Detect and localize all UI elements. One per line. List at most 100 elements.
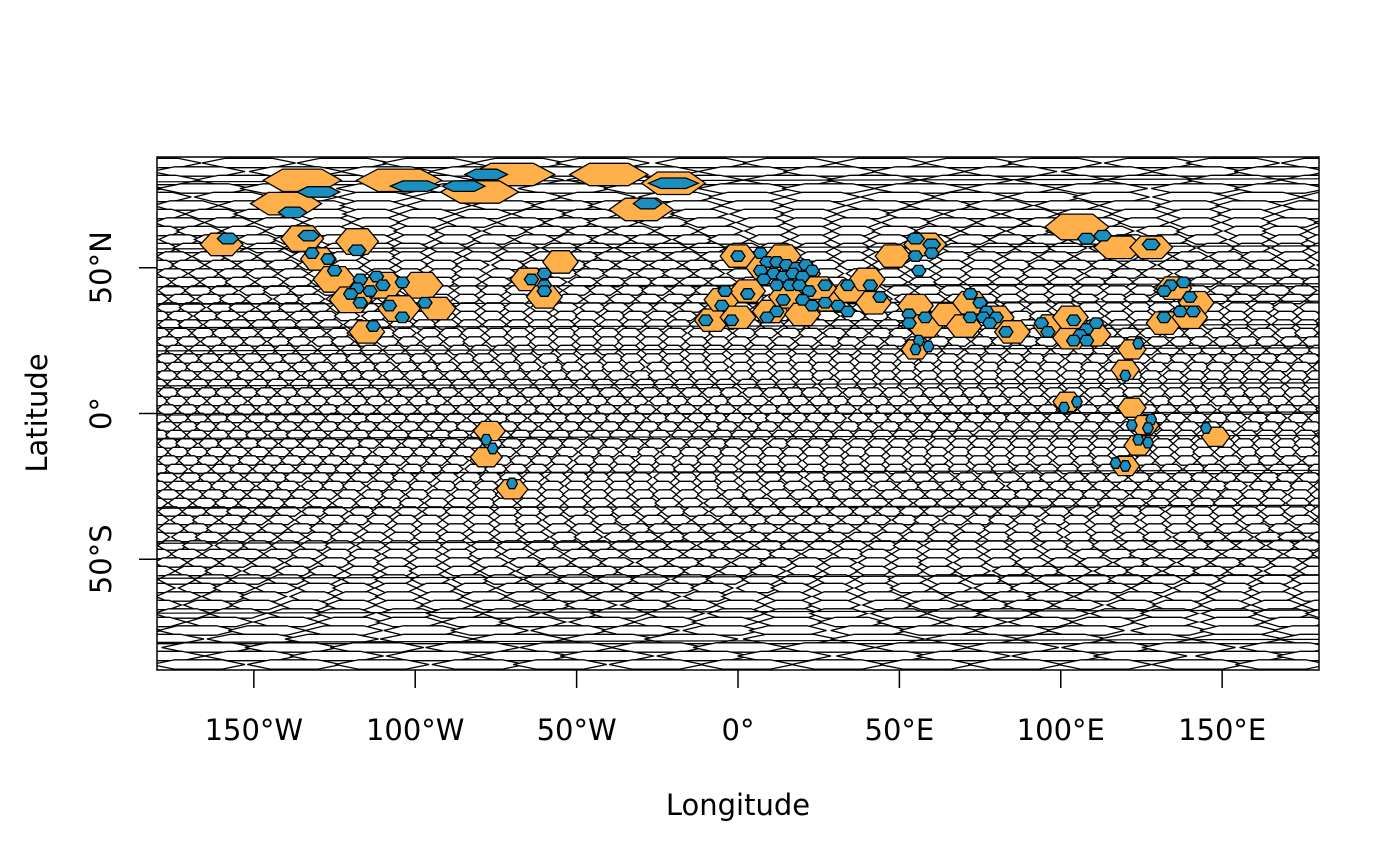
x-tick-label: 50°W: [537, 713, 617, 747]
point-cell: [1040, 325, 1056, 338]
point-cell: [646, 177, 700, 190]
map-cell: [157, 204, 163, 207]
point-cell: [352, 296, 369, 309]
band-line: [157, 382, 1319, 387]
point-cell: [817, 296, 834, 309]
point-cell: [1078, 334, 1095, 347]
point-cell: [1109, 457, 1122, 469]
map-cell: [779, 472, 804, 483]
point-cell: [1119, 369, 1132, 382]
point-cell: [1057, 401, 1071, 414]
latitude-band-lines: [157, 178, 1319, 643]
map-cell: [608, 659, 703, 670]
map-cell: [25, 175, 119, 184]
point-cell: [922, 340, 935, 353]
map-cell: [157, 157, 202, 169]
point-cell: [536, 267, 553, 280]
point-cell: [1185, 305, 1201, 318]
map-cell: [1184, 234, 1229, 245]
point-cell: [440, 180, 487, 193]
y-tick-label: 0°: [84, 397, 118, 430]
map-cell: [157, 475, 159, 480]
map-cell: [1308, 497, 1319, 509]
point-cell: [775, 293, 792, 306]
map-cell: [1323, 456, 1345, 465]
map-cell: [1057, 659, 1152, 670]
point-cell: [962, 311, 979, 324]
map-cell: [1317, 450, 1319, 454]
x-axis: 150°W 100°W 50°W 0° 50°E 100°E 150°E: [205, 670, 1266, 747]
point-cell: [216, 232, 240, 245]
point-cell: [394, 311, 411, 324]
map-cell: [335, 659, 430, 670]
y-axis-label: Latitude: [20, 353, 54, 472]
map-cell: [18, 634, 112, 643]
point-cell: [1065, 334, 1082, 347]
map-cell: [848, 480, 874, 492]
map-cell: [157, 305, 160, 310]
band-line: [157, 539, 1319, 544]
map-cell: [42, 192, 119, 201]
map-cell: [19, 651, 113, 660]
map-cell: [157, 459, 158, 462]
map-cell: [699, 659, 794, 670]
point-cell: [320, 253, 336, 265]
point-cell: [905, 232, 926, 245]
map-cell: [450, 625, 529, 636]
map-cell: [1314, 405, 1319, 414]
point-cell: [739, 288, 756, 300]
band-line: [157, 638, 1319, 643]
map-cell: [1301, 336, 1319, 347]
map-cell: [58, 617, 124, 626]
band-line: [157, 504, 1319, 509]
point-cell: [962, 288, 979, 300]
point-cell: [277, 206, 308, 219]
map-cell: [115, 532, 143, 541]
map-cell: [668, 208, 730, 220]
map-cell: [1318, 358, 1319, 359]
map-cell: [622, 361, 646, 373]
map-cell: [1327, 371, 1348, 380]
point-cell: [730, 250, 746, 262]
map-cell: [1324, 303, 1350, 312]
point-cell: [759, 311, 775, 324]
map-cell: [157, 373, 160, 378]
map-cell: [157, 191, 192, 203]
map-cell: [117, 294, 144, 303]
map-cell: [157, 616, 189, 628]
map-cell: [22, 158, 116, 167]
band-line: [157, 178, 1319, 183]
map-cell: [1345, 626, 1400, 635]
point-cell: [375, 279, 391, 292]
point-cell: [1141, 422, 1155, 434]
point-cell: [909, 343, 922, 356]
map-cell: [157, 659, 246, 670]
point-cell: [1172, 305, 1189, 318]
map-cell: [1141, 531, 1173, 543]
map-cell: [121, 515, 147, 524]
point-cell: [981, 317, 998, 330]
map-cell: [928, 582, 974, 594]
map-cell: [62, 167, 156, 176]
map-cell: [391, 327, 418, 339]
map-cell: [77, 209, 134, 218]
map-cell: [157, 633, 205, 645]
map-cell: [1346, 201, 1400, 210]
map-cell: [104, 218, 154, 227]
point-cell: [1141, 436, 1155, 449]
point-cell: [768, 279, 785, 292]
map-cell: [1309, 489, 1319, 500]
map-cell: [157, 514, 171, 526]
map-cell: [157, 594, 163, 599]
map-cell: [1304, 225, 1319, 237]
point-cell: [839, 305, 856, 318]
map-cell: [1321, 311, 1346, 320]
map-cell: [1317, 289, 1319, 292]
point-cell: [817, 279, 834, 292]
highlighted-cell: [334, 228, 380, 256]
map-cell: [157, 628, 162, 633]
map-cell: [514, 514, 543, 526]
map-cell: [518, 361, 542, 373]
map-cell: [1304, 234, 1319, 245]
map-cell: [1321, 473, 1343, 482]
